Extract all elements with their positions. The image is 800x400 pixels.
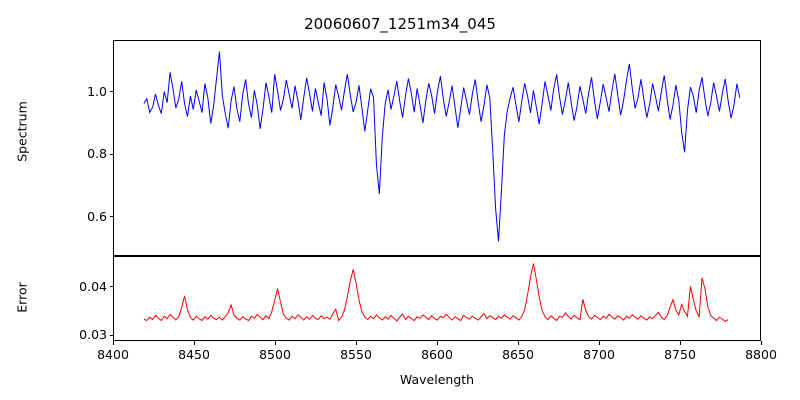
y-tick-label-spectrum-0.6: 0.6	[87, 208, 107, 224]
error-axes	[113, 256, 761, 341]
x-tick-8550	[355, 341, 357, 345]
x-tick-8800	[760, 341, 762, 345]
x-tick-8600	[436, 341, 438, 345]
x-tick-8450	[193, 341, 195, 345]
spectrum-line-plot	[114, 41, 760, 255]
spectrum-axes	[113, 40, 761, 256]
y-tick-label-error-0.03: 0.03	[79, 327, 107, 343]
x-tick-label-8650: 8650	[502, 347, 534, 362]
x-tick-label-8750: 8750	[664, 347, 696, 362]
spectrum-data-line	[144, 52, 740, 242]
x-tick-8500	[274, 341, 276, 345]
x-tick-label-8500: 8500	[259, 347, 291, 362]
x-tick-8650	[517, 341, 519, 345]
y-tick-spectrum-0.6	[109, 216, 113, 218]
plot-title: 20060607_1251m34_045	[304, 15, 496, 33]
x-axis-label: Wavelength	[399, 372, 475, 387]
y-axis-label-error: Error	[14, 282, 30, 313]
x-tick-label-8600: 8600	[421, 347, 453, 362]
y-tick-label-spectrum-1.0: 1.0	[87, 83, 107, 99]
x-tick-label-8800: 8800	[745, 347, 777, 362]
x-tick-8750	[679, 341, 681, 345]
x-tick-label-8450: 8450	[178, 347, 210, 362]
error-data-line	[144, 264, 728, 322]
y-axis-label-spectrum: Spectrum	[14, 101, 30, 162]
x-tick-label-8550: 8550	[340, 347, 372, 362]
error-line-plot	[114, 257, 760, 340]
y-tick-label-error-0.04: 0.04	[79, 278, 107, 294]
y-tick-spectrum-1.0	[109, 91, 113, 93]
y-tick-label-spectrum-0.8: 0.8	[87, 146, 107, 162]
y-tick-error-0.03	[109, 334, 113, 336]
y-tick-spectrum-0.8	[109, 153, 113, 155]
x-tick-8700	[598, 341, 600, 345]
x-tick-label-8400: 8400	[97, 347, 129, 362]
x-tick-8400	[112, 341, 114, 345]
y-tick-error-0.04	[109, 286, 113, 288]
x-tick-label-8700: 8700	[583, 347, 615, 362]
